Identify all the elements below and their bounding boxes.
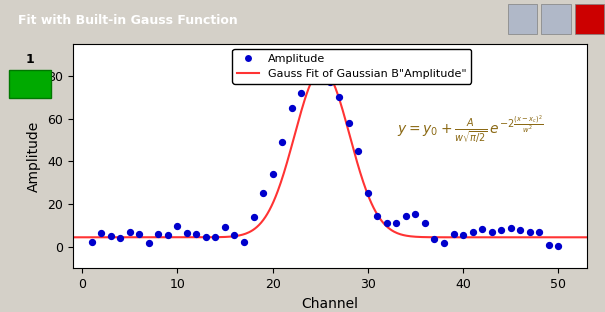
Point (172, 223, 182, 228)
Point (458, 233, 468, 238)
Bar (508, 4, 537, 34)
Bar (575, 4, 604, 34)
Point (363, 191, 373, 196)
Point (163, 233, 172, 238)
Point (125, 229, 134, 234)
Point (220, 224, 230, 229)
Point (230, 233, 240, 238)
Point (449, 232, 459, 236)
Bar (9, 71, 51, 98)
Point (468, 229, 477, 234)
Point (401, 213, 411, 218)
Point (87, 239, 96, 244)
Point (96, 231, 106, 236)
X-axis label: Channel: Channel (301, 297, 358, 311)
Point (315, 71, 325, 76)
Point (525, 229, 535, 234)
Point (296, 90, 306, 95)
Point (382, 221, 391, 226)
Point (554, 243, 563, 248)
Point (411, 211, 420, 216)
Point (496, 227, 506, 232)
Text: $y = y_0 + \frac{A}{w\sqrt{\pi/2}}\,e^{-2\frac{(x-x_c)^2}{w^2}}$: $y = y_0 + \frac{A}{w\sqrt{\pi/2}}\,e^{-… (397, 113, 543, 145)
Point (287, 105, 296, 110)
Bar (541, 4, 571, 34)
Point (477, 226, 487, 231)
Point (249, 214, 258, 219)
Point (439, 240, 449, 245)
Point (258, 191, 268, 196)
Point (306, 73, 316, 78)
Point (487, 229, 497, 234)
Point (344, 120, 353, 125)
Point (335, 95, 344, 100)
Point (192, 232, 201, 236)
Point (420, 221, 430, 226)
Point (391, 221, 401, 226)
Point (144, 240, 154, 245)
Point (182, 231, 192, 236)
Point (515, 227, 525, 232)
Point (277, 139, 287, 144)
Text: 1: 1 (26, 53, 34, 66)
Point (430, 237, 439, 242)
Text: Fit with Built-in Gauss Function: Fit with Built-in Gauss Function (18, 14, 238, 27)
Point (211, 235, 220, 240)
Point (106, 234, 116, 239)
Point (134, 232, 144, 236)
Point (506, 225, 515, 230)
Point (154, 232, 163, 236)
Y-axis label: Amplitude: Amplitude (27, 120, 41, 192)
Point (116, 236, 125, 241)
Point (373, 213, 382, 218)
Legend: Amplitude, Gauss Fit of Gaussian B"Amplitude": Amplitude, Gauss Fit of Gaussian B"Ampli… (232, 49, 471, 84)
Point (544, 242, 554, 247)
Point (201, 235, 211, 240)
Point (534, 229, 544, 234)
Point (353, 148, 363, 153)
Point (268, 172, 278, 177)
Point (325, 80, 335, 85)
Point (239, 239, 249, 244)
